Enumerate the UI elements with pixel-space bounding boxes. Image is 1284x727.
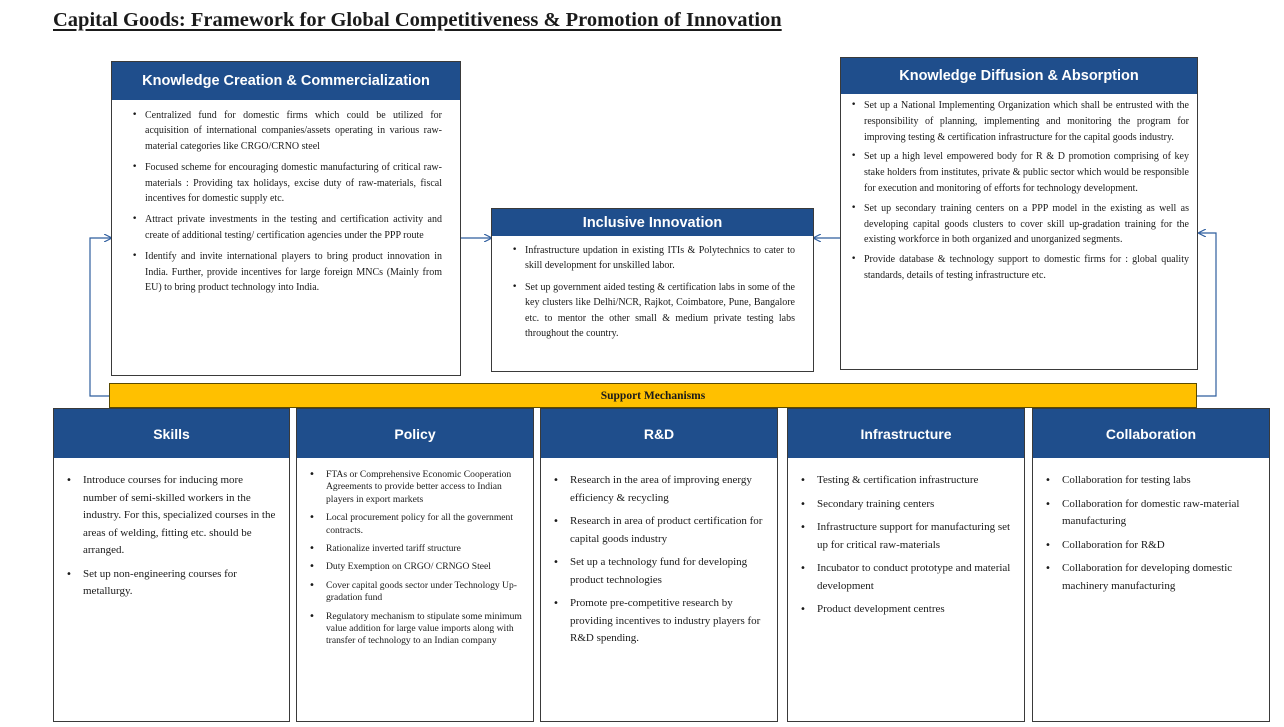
support-mechanisms-bar: Support Mechanisms <box>109 383 1197 408</box>
list-item: Testing & certification infrastructure <box>800 472 1012 490</box>
knowledge-diffusion-box: Knowledge Diffusion & Absorption Set up … <box>840 57 1198 370</box>
list-item: Local procurement policy for all the gov… <box>309 512 523 537</box>
list-item: FTAs or Comprehensive Economic Cooperati… <box>309 469 523 506</box>
list-item: Research in the area of improving energy… <box>553 472 765 507</box>
list-item: Focused scheme for encouraging domestic … <box>132 160 442 206</box>
skills-header: Skills <box>54 409 289 458</box>
knowledge-creation-list: Centralized fund for domestic firms whic… <box>112 100 460 295</box>
list-item: Set up government aided testing & certif… <box>512 280 795 342</box>
list-item: Collaboration for R&D <box>1045 537 1257 555</box>
list-item: Secondary training centers <box>800 496 1012 514</box>
knowledge-creation-header: Knowledge Creation & Commercialization <box>112 62 460 100</box>
knowledge-diffusion-header: Knowledge Diffusion & Absorption <box>841 58 1197 94</box>
list-item: Set up non-engineering courses for metal… <box>66 566 277 601</box>
inclusive-innovation-box: Inclusive Innovation Infrastructure upda… <box>491 208 814 372</box>
list-item: Set up a National Implementing Organizat… <box>851 98 1189 145</box>
inclusive-innovation-list: Infrastructure updation in existing ITIs… <box>492 236 813 341</box>
rnd-box: R&D Research in the area of improving en… <box>540 408 778 722</box>
list-item: Infrastructure support for manufacturing… <box>800 519 1012 554</box>
infrastructure-box: Infrastructure Testing & certification i… <box>787 408 1025 722</box>
list-item: Set up secondary training centers on a P… <box>851 201 1189 248</box>
skills-box: Skills Introduce courses for inducing mo… <box>53 408 290 722</box>
list-item: Set up a technology fund for developing … <box>553 554 765 589</box>
list-item: Set up a high level empowered body for R… <box>851 149 1189 196</box>
list-item: Collaboration for developing domestic ma… <box>1045 560 1257 595</box>
list-item: Regulatory mechanism to stipulate some m… <box>309 611 523 648</box>
collaboration-header: Collaboration <box>1033 409 1269 458</box>
right-feedback-arrow <box>1197 233 1217 397</box>
list-item: Incubator to conduct prototype and mater… <box>800 560 1012 595</box>
left-feedback-arrow <box>89 238 111 397</box>
list-item: Duty Exemption on CRGO/ CRNGO Steel <box>309 561 523 574</box>
policy-header: Policy <box>297 409 533 458</box>
list-item: Research in area of product certificatio… <box>553 513 765 548</box>
list-item: Collaboration for testing labs <box>1045 472 1257 490</box>
list-item: Cover capital goods sector under Technol… <box>309 580 523 605</box>
page-title: Capital Goods: Framework for Global Comp… <box>53 9 782 31</box>
list-item: Promote pre-competitive research by prov… <box>553 595 765 648</box>
infrastructure-list: Testing & certification infrastructure S… <box>788 458 1024 619</box>
skills-list: Introduce courses for inducing more numb… <box>54 458 289 601</box>
collaboration-box: Collaboration Collaboration for testing … <box>1032 408 1270 722</box>
list-item: Product development centres <box>800 601 1012 619</box>
list-item: Introduce courses for inducing more numb… <box>66 472 277 560</box>
rnd-list: Research in the area of improving energy… <box>541 458 777 648</box>
list-item: Centralized fund for domestic firms whic… <box>132 108 442 154</box>
list-item: Collaboration for domestic raw-material … <box>1045 496 1257 531</box>
rnd-header: R&D <box>541 409 777 458</box>
collaboration-list: Collaboration for testing labs Collabora… <box>1033 458 1269 595</box>
policy-list: FTAs or Comprehensive Economic Cooperati… <box>297 458 533 648</box>
list-item: Rationalize inverted tariff structure <box>309 543 523 556</box>
list-item: Provide database & technology support to… <box>851 252 1189 284</box>
knowledge-diffusion-list: Set up a National Implementing Organizat… <box>841 94 1197 284</box>
list-item: Identify and invite international player… <box>132 249 442 295</box>
knowledge-creation-box: Knowledge Creation & Commercialization C… <box>111 61 461 376</box>
infrastructure-header: Infrastructure <box>788 409 1024 458</box>
policy-box: Policy FTAs or Comprehensive Economic Co… <box>296 408 534 722</box>
inclusive-innovation-header: Inclusive Innovation <box>492 209 813 236</box>
list-item: Attract private investments in the testi… <box>132 212 442 243</box>
list-item: Infrastructure updation in existing ITIs… <box>512 243 795 274</box>
